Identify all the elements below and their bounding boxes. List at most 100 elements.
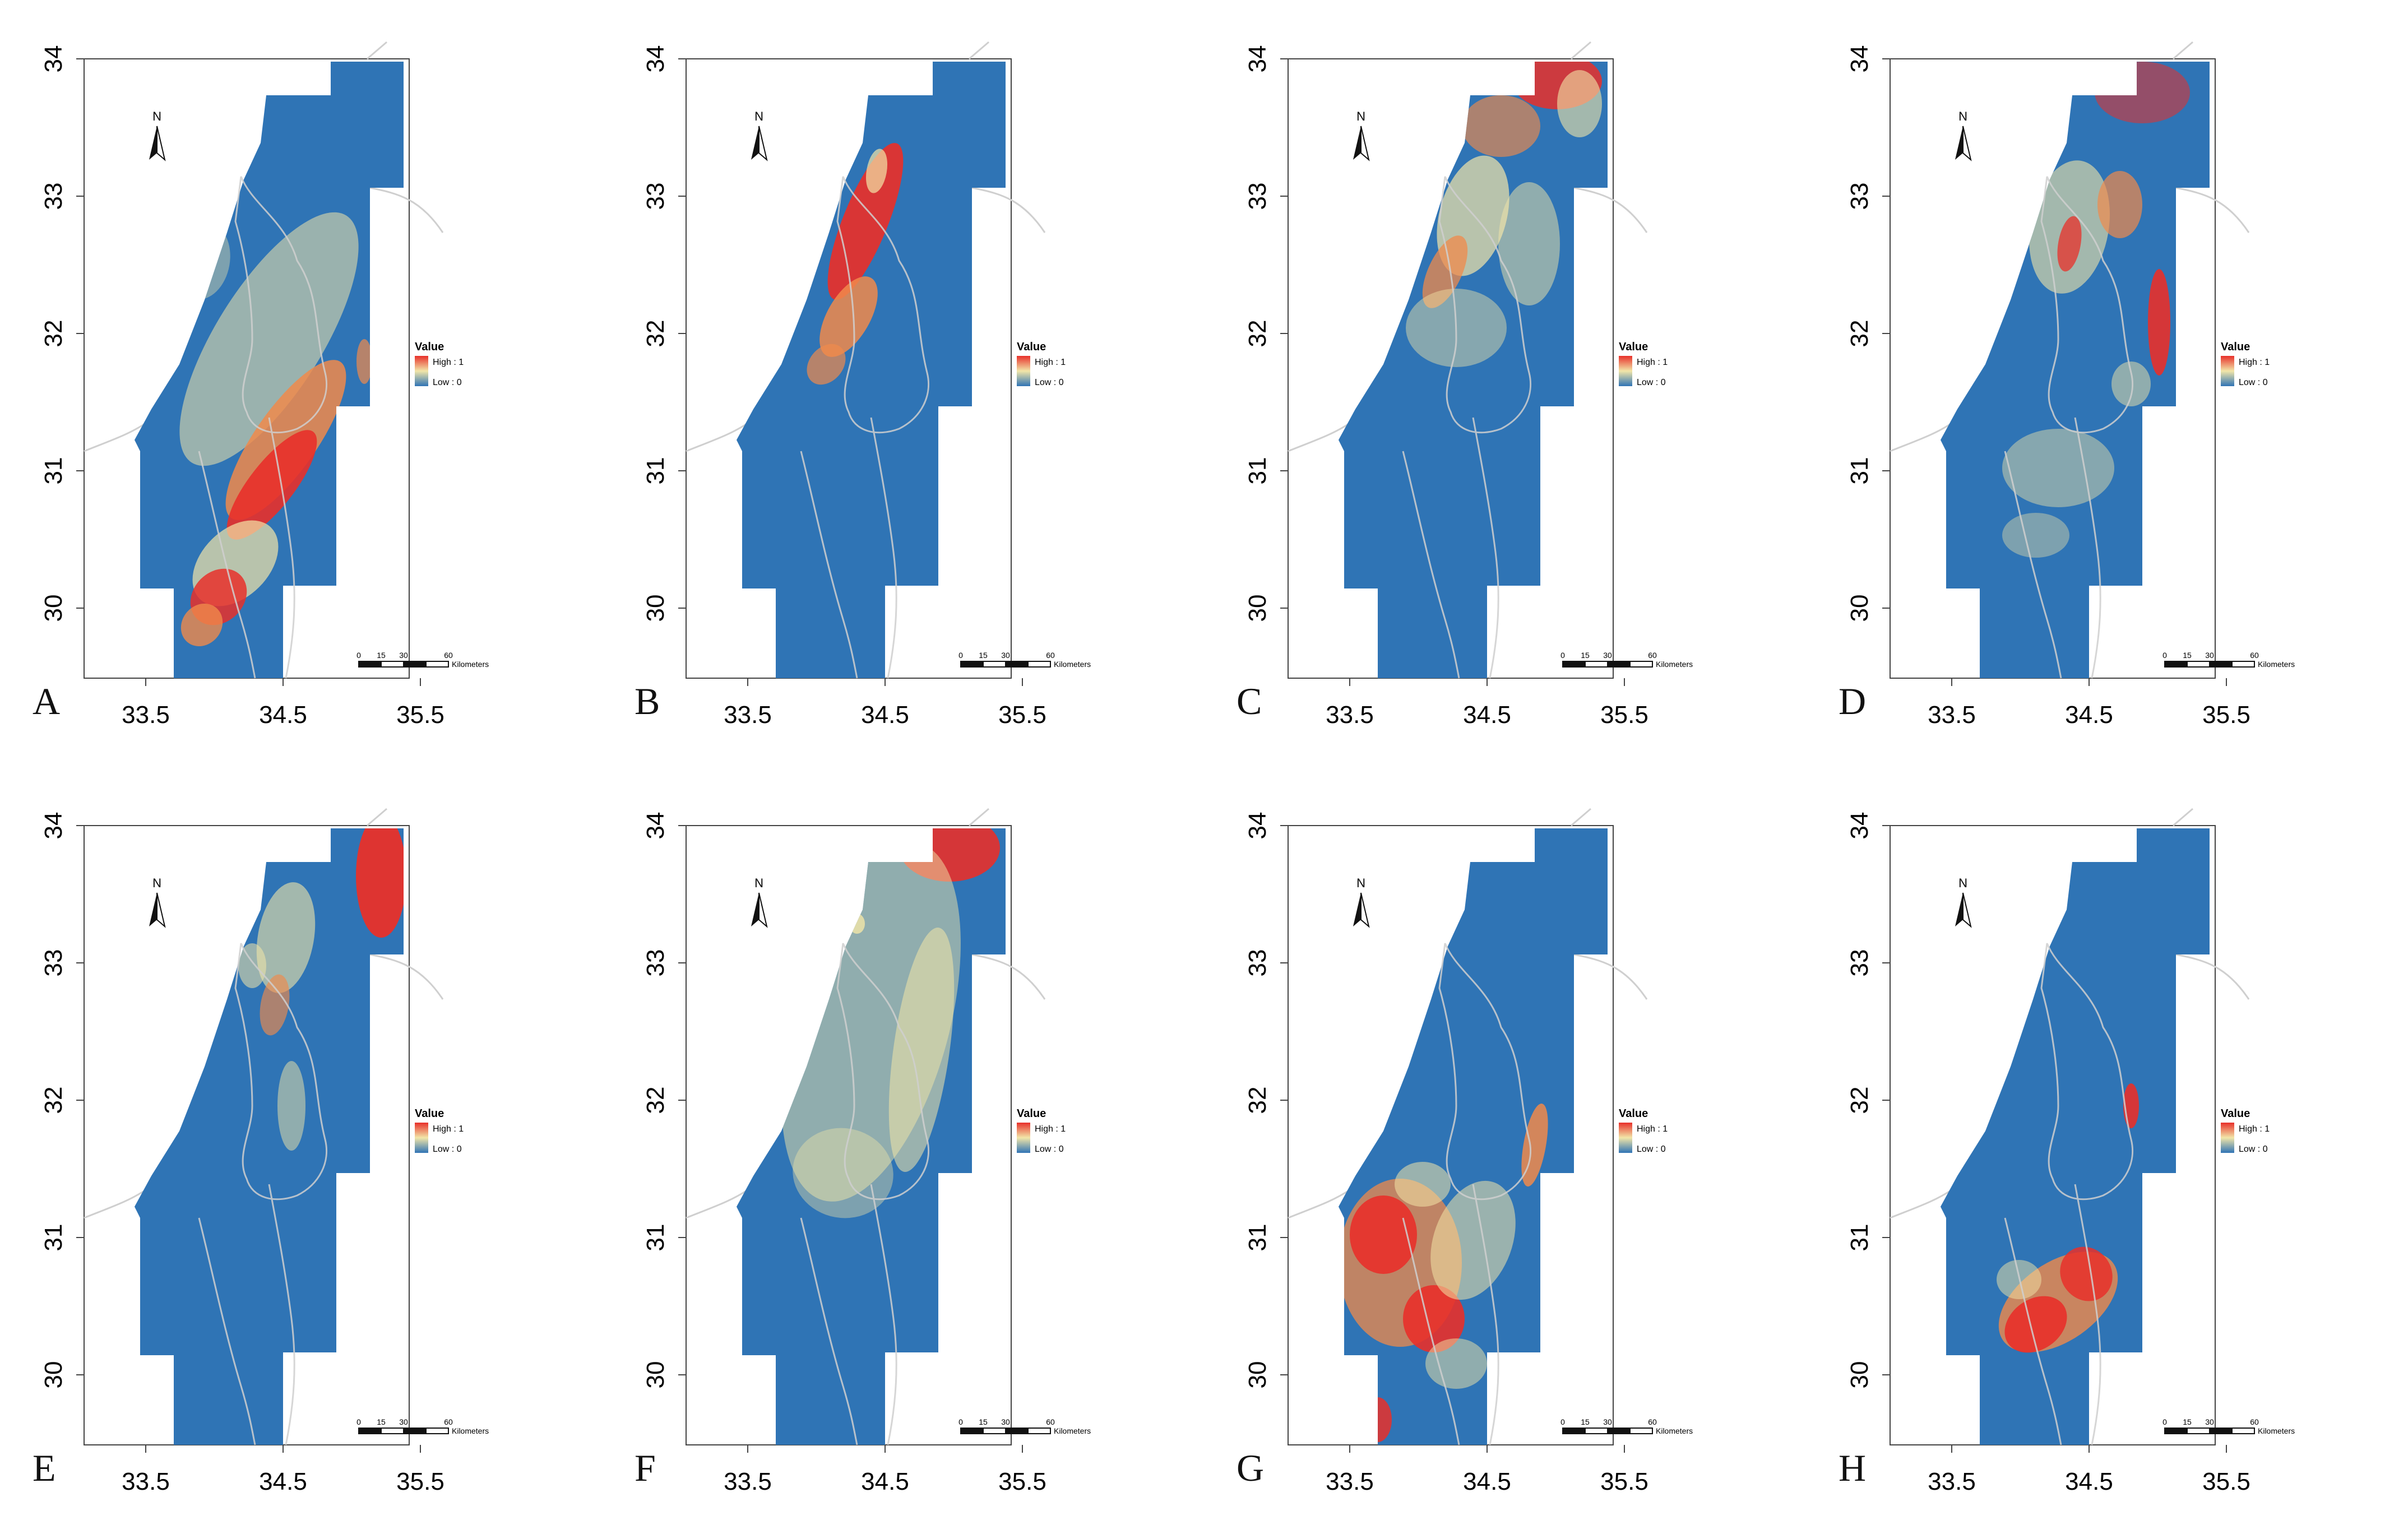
y-tick-label: 32 — [1244, 1087, 1271, 1114]
y-tick-label: 33 — [1846, 949, 1873, 977]
neighbor-border — [84, 41, 444, 452]
y-tick-label: 33 — [1244, 949, 1271, 977]
north-arrow-icon: N — [149, 876, 166, 928]
neighbor-border — [686, 41, 1046, 452]
legend-high: High : 1 — [1035, 358, 1066, 367]
legend-high: High : 1 — [1035, 1124, 1066, 1134]
scale-tick-label: 30 — [2205, 651, 2214, 660]
scale-tick-label: 15 — [979, 651, 988, 660]
scale-segment — [403, 661, 427, 668]
district-boundary — [800, 940, 930, 1445]
scale-tick-label: 30 — [399, 651, 408, 660]
scale-segment — [1607, 1428, 1631, 1434]
x-tick-label: 33.5 — [1326, 1468, 1374, 1495]
neighbor-border — [1890, 808, 2250, 1219]
legend-high: High : 1 — [2239, 1124, 2270, 1134]
legend-high: High : 1 — [433, 1124, 464, 1134]
y-tick-label: 30 — [1244, 1361, 1271, 1389]
district-boundary — [800, 173, 930, 679]
legend-title: Value — [1619, 341, 1648, 353]
legend-title: Value — [2221, 1107, 2250, 1120]
suitability-patch — [277, 1061, 305, 1151]
north-arrow-icon: N — [1955, 876, 1972, 928]
y-tick-label: 33 — [642, 183, 669, 210]
scale-segment — [1585, 661, 1608, 668]
y-tick-label: 30 — [1846, 595, 1873, 622]
suitability-patch — [180, 603, 223, 647]
y-tick-label: 32 — [642, 320, 669, 347]
suitability-patch — [356, 339, 372, 384]
panel-letter: H — [1839, 1447, 1867, 1489]
scale-segment — [2209, 661, 2233, 668]
north-label: N — [152, 109, 161, 123]
suitability-patch — [793, 1128, 893, 1218]
scale-tick-label: 60 — [1046, 651, 1055, 660]
scale-tick-label: 15 — [979, 1417, 988, 1426]
legend: Value High : 1 Low : 0 — [1017, 341, 1066, 387]
legend-high: High : 1 — [433, 358, 464, 367]
y-tick-label: 33 — [40, 949, 67, 977]
legend: Value High : 1 Low : 0 — [1619, 341, 1668, 387]
scale-segment — [1005, 1428, 1029, 1434]
y-tick-label: 34 — [1244, 812, 1271, 840]
scale-tick-label: 15 — [2183, 651, 2192, 660]
scale-segment — [1562, 661, 1586, 668]
x-tick-label: 34.5 — [2065, 1468, 2113, 1495]
scale-tick-label: 15 — [377, 651, 386, 660]
y-tick-label: 33 — [1244, 183, 1271, 210]
x-tick-label: 35.5 — [1600, 701, 1648, 729]
neighbor-border — [1890, 41, 2250, 452]
y-tick-label: 34 — [642, 45, 669, 73]
x-tick-label: 33.5 — [1326, 701, 1374, 729]
x-tick-label: 33.5 — [724, 701, 772, 729]
scale-segment — [358, 1428, 382, 1434]
territory-low — [737, 62, 1006, 678]
map-panel-A: N Value High : 1 Low : 0 0 15 30 60 Kilometers 34… — [0, 0, 602, 767]
north-label: N — [754, 876, 763, 890]
panel-letter: B — [635, 680, 660, 722]
scale-tick-label: 0 — [2162, 1417, 2167, 1426]
legend-title: Value — [1017, 341, 1046, 353]
y-tick-label: 30 — [642, 595, 669, 622]
scale-segment — [403, 1428, 427, 1434]
legend-ramp — [1619, 356, 1632, 386]
north-label: N — [1356, 109, 1365, 123]
scale-tick-label: 60 — [444, 1417, 453, 1426]
x-tick-label: 35.5 — [396, 1468, 444, 1495]
scale-segment — [1027, 1428, 1051, 1434]
scale-unit: Kilometers — [1656, 660, 1693, 669]
north-arrow-icon: N — [751, 876, 768, 928]
x-tick-label: 34.5 — [861, 1468, 909, 1495]
scale-segment — [2164, 1428, 2188, 1434]
y-tick-label: 33 — [642, 949, 669, 977]
legend-ramp — [1017, 356, 1030, 386]
scale-tick-label: 30 — [1001, 1417, 1010, 1426]
suitability-patch — [1422, 235, 1468, 308]
legend-title: Value — [415, 1107, 444, 1120]
north-label: N — [1958, 109, 1967, 123]
scale-segment — [960, 1428, 984, 1434]
scale-tick-label: 15 — [1581, 651, 1590, 660]
panel-letter: F — [635, 1447, 656, 1489]
scale-segment — [425, 661, 449, 668]
legend-low: Low : 0 — [1637, 378, 1666, 387]
x-tick-label: 34.5 — [1463, 701, 1511, 729]
scale-segment — [2231, 661, 2255, 668]
suitability-patch — [1498, 182, 1560, 305]
legend: Value High : 1 Low : 0 — [1017, 1107, 1066, 1154]
scale-segment — [1629, 1428, 1653, 1434]
suitability-patch — [2111, 362, 2151, 406]
suitability-patch — [238, 943, 266, 988]
y-tick-label: 30 — [40, 1361, 67, 1389]
district-boundary — [1402, 940, 1532, 1445]
x-tick-label: 35.5 — [2202, 701, 2250, 729]
map-panel-H: N Value High : 1 Low : 0 0 15 30 60 Kilometers 34… — [1806, 767, 2408, 1533]
legend-high: High : 1 — [2239, 358, 2270, 367]
north-arrow-icon: N — [1955, 109, 1972, 161]
scale-unit: Kilometers — [1054, 660, 1091, 669]
